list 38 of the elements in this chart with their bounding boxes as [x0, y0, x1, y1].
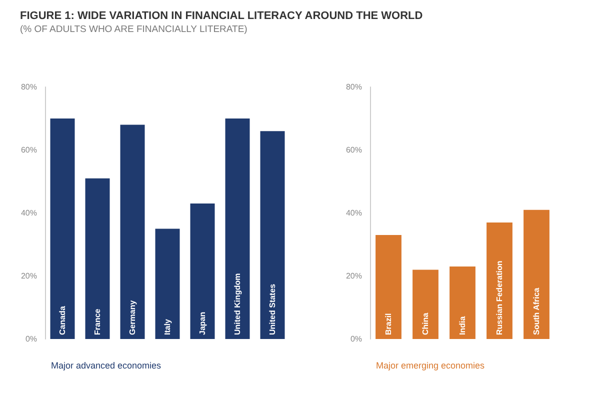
y-tick-label: 60%	[20, 146, 37, 154]
bar	[524, 210, 550, 339]
bar	[412, 270, 438, 339]
chart-title: FIGURE 1: WIDE VARIATION IN FINANCIAL LITERACY AROUND THE WORLD	[20, 10, 424, 22]
y-tick-label: 20%	[346, 272, 362, 280]
bar	[190, 204, 215, 339]
y-tick-label: 60%	[346, 146, 362, 154]
bar	[50, 118, 75, 339]
x-tick-label: Canada	[58, 306, 67, 335]
bar	[155, 228, 180, 339]
bar	[376, 235, 402, 339]
chart-subtitle: (% OF ADULTS WHO ARE FINANCIALLY LITERATE)	[20, 24, 248, 35]
x-axis-title: Major emerging economies	[376, 360, 486, 370]
y-tick-label: 80%	[20, 82, 37, 92]
x-tick-label: United States	[268, 283, 277, 335]
x-tick-label: South Africa	[532, 287, 541, 335]
y-tick-label: 0%	[25, 334, 37, 344]
x-tick-label: United Kingdom	[233, 273, 242, 335]
x-tick-label: France	[93, 308, 102, 335]
y-tick-label: 40%	[20, 208, 37, 218]
x-tick-label: Italy	[163, 318, 172, 335]
x-tick-label: Brazil	[384, 313, 393, 335]
x-tick-label: China	[421, 312, 430, 335]
bar	[85, 178, 110, 339]
bar	[120, 124, 145, 339]
x-tick-label: Japan	[198, 312, 207, 335]
x-tick-label: Russian Federation	[495, 260, 504, 335]
y-tick-label: 0%	[350, 334, 362, 344]
bar	[450, 266, 476, 339]
y-tick-label: 20%	[20, 272, 37, 280]
y-tick-label: 40%	[346, 208, 362, 218]
x-tick-label: Germany	[128, 300, 137, 335]
bar	[260, 131, 285, 339]
bar	[486, 222, 512, 339]
x-axis-title: Major advanced economies	[51, 360, 162, 370]
x-tick-label: India	[458, 316, 467, 335]
y-tick-label: 80%	[346, 82, 362, 92]
bar	[225, 118, 250, 339]
